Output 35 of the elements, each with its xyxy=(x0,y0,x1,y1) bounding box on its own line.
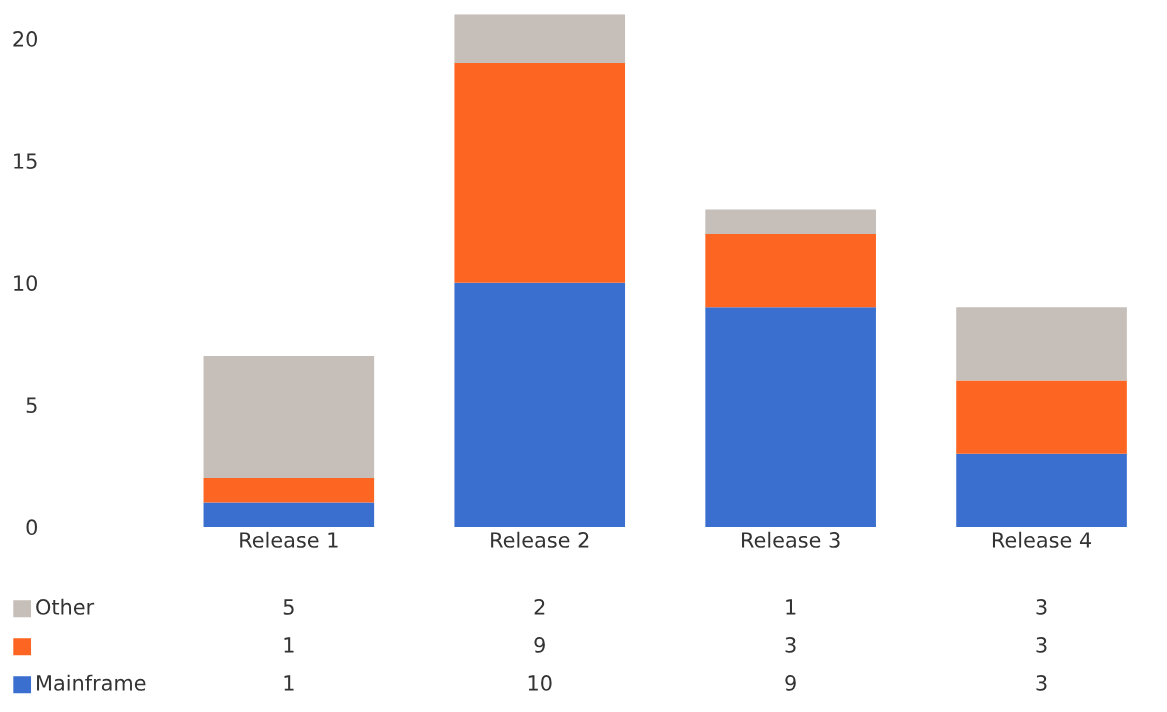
x-tick-label: Release 4 xyxy=(992,531,1092,548)
legend-label: Mainframe xyxy=(37,674,146,691)
data-label: 1 xyxy=(786,599,796,615)
y-tick-label: 0 xyxy=(26,519,37,536)
data-label: 9 xyxy=(534,637,545,653)
x-tick-label: Release 1 xyxy=(240,531,338,548)
x-tick-label: Release 2 xyxy=(491,531,589,548)
bar xyxy=(956,453,1127,527)
bar xyxy=(705,233,876,308)
data-label: 3 xyxy=(785,637,796,653)
data-label: 9 xyxy=(785,675,796,691)
bar xyxy=(203,502,375,527)
data-label: 3 xyxy=(1036,675,1047,691)
data-label: 1 xyxy=(284,675,294,691)
bar xyxy=(203,478,375,503)
y-tick-label: 5 xyxy=(26,397,37,414)
y-tick-label: 10 xyxy=(14,275,37,291)
bar xyxy=(956,380,1127,454)
data-label: 3 xyxy=(1036,637,1047,653)
data-label: 10 xyxy=(528,675,552,691)
y-tick-label: 15 xyxy=(14,153,37,169)
bar xyxy=(705,307,876,527)
bar xyxy=(454,63,626,283)
data-label: 5 xyxy=(283,599,294,615)
bar xyxy=(454,14,626,64)
bar xyxy=(203,356,375,479)
legend-label: Other xyxy=(36,598,95,615)
x-tick-label: Release 3 xyxy=(742,531,840,548)
bar xyxy=(705,209,876,234)
data-label: 3 xyxy=(1036,599,1047,615)
data-label: 2 xyxy=(534,599,545,615)
data-label: 1 xyxy=(284,637,294,653)
bar xyxy=(956,307,1127,381)
y-tick-label: 20 xyxy=(13,31,37,47)
bar xyxy=(454,282,626,527)
